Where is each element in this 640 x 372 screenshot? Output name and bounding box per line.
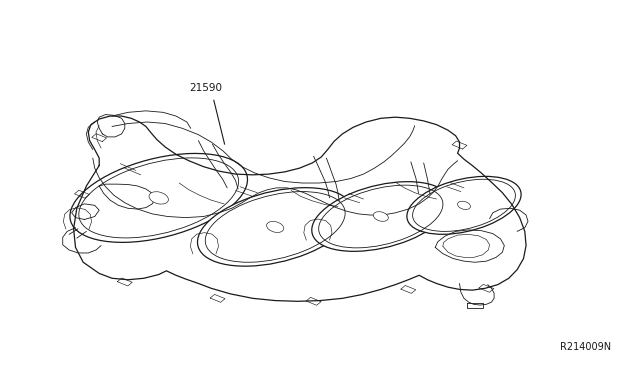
Ellipse shape [198,187,353,266]
Ellipse shape [70,153,248,243]
Ellipse shape [149,192,168,204]
Ellipse shape [373,212,388,221]
Polygon shape [74,116,526,301]
Ellipse shape [312,182,450,251]
Ellipse shape [267,221,284,232]
Ellipse shape [407,176,521,234]
Text: 21590: 21590 [189,83,222,93]
Ellipse shape [458,201,470,209]
Text: R214009N: R214009N [560,341,611,352]
